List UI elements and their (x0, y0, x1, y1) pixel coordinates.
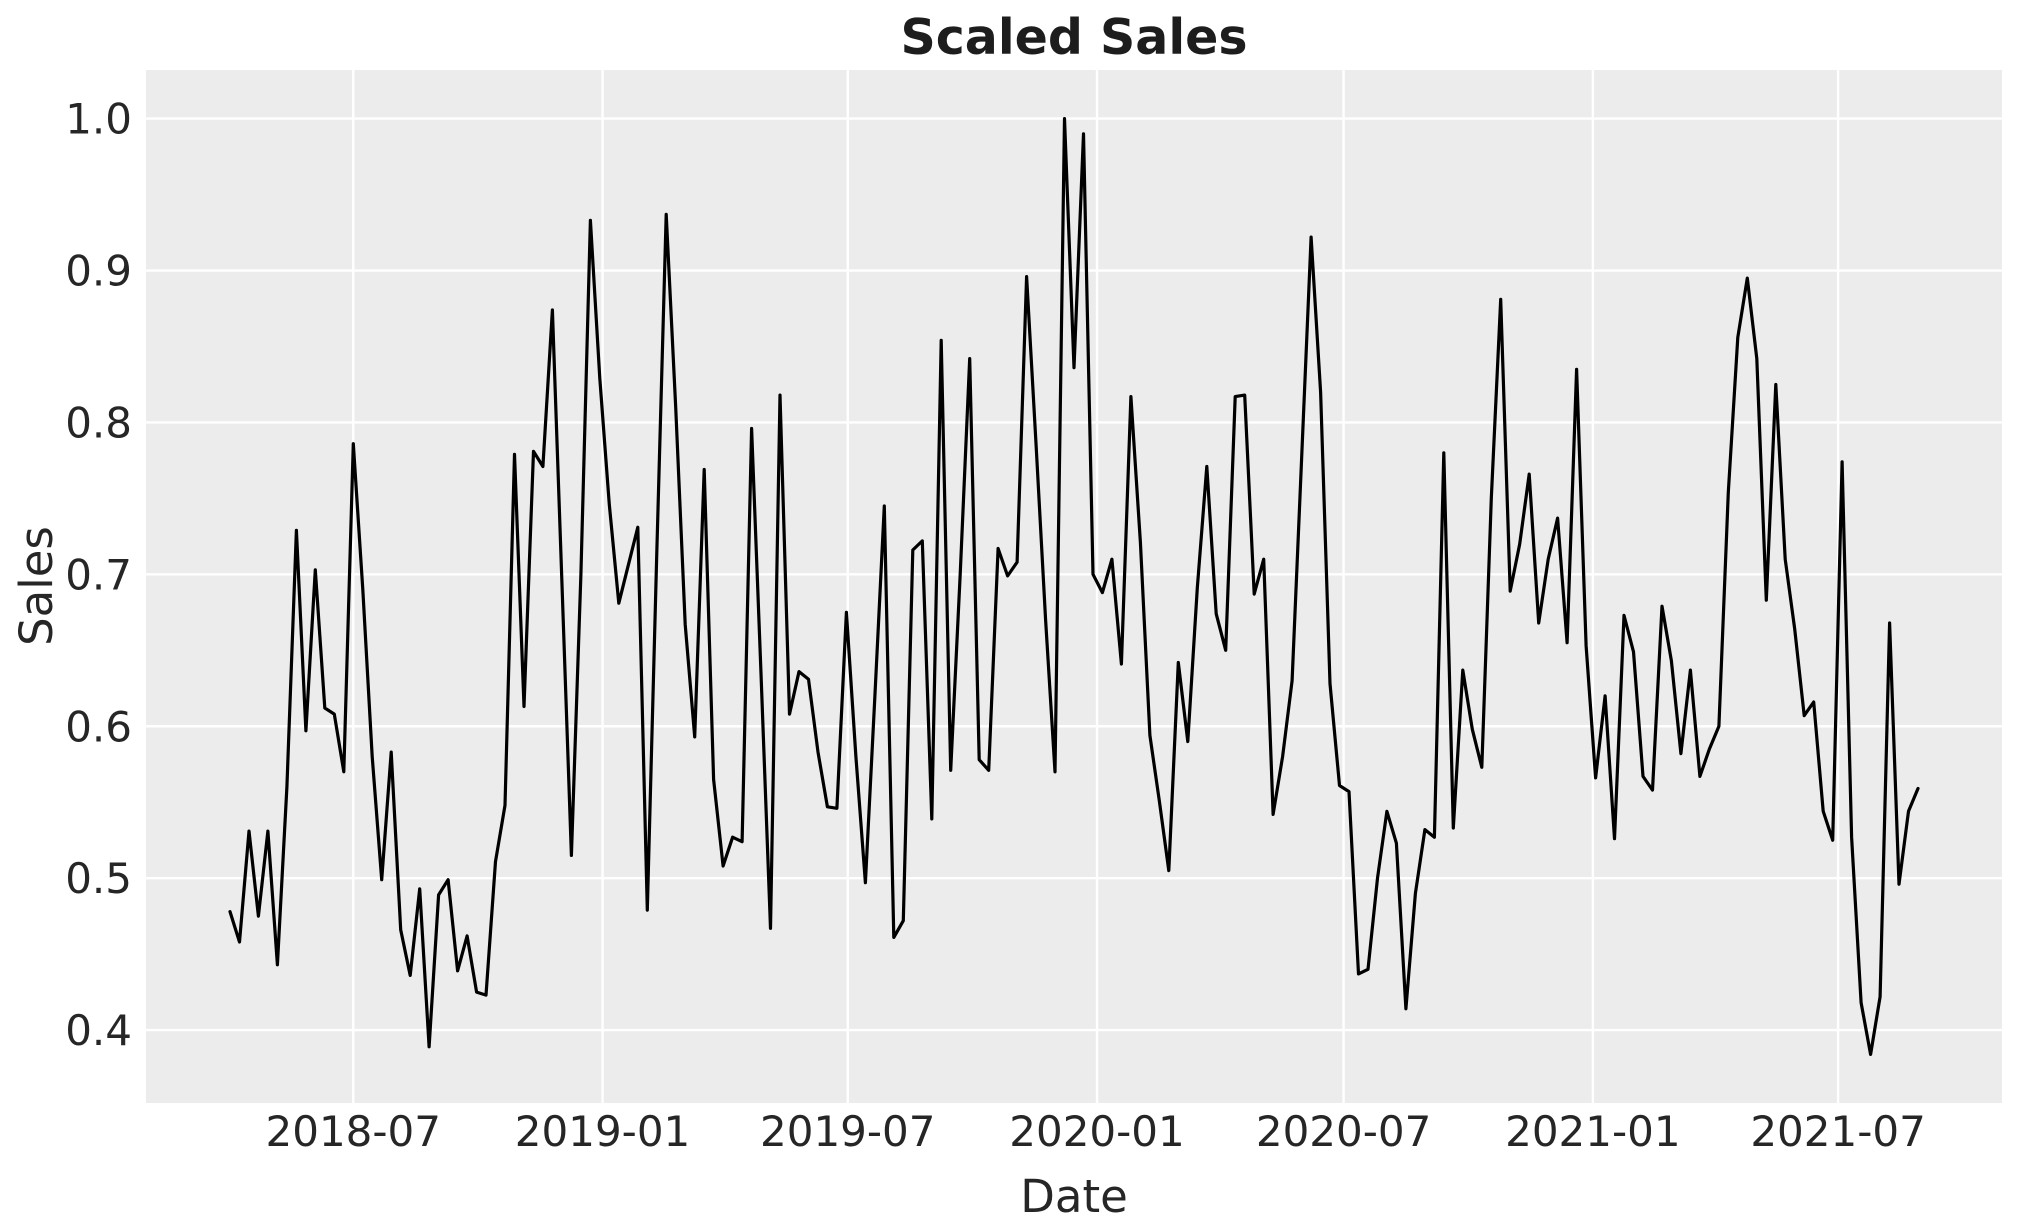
y-axis-label: Sales (10, 526, 63, 646)
y-tick-label: 0.7 (65, 550, 132, 599)
x-tick-label: 2020-01 (1009, 1107, 1185, 1156)
x-axis-tick-labels: 2018-07 2019-01 2019-07 2020-01 2020-07 2021-… (266, 1107, 1926, 1156)
x-axis-label: Date (1020, 1170, 1128, 1223)
chart-title: Scaled Sales (900, 9, 1247, 66)
sales-line (228, 116, 1920, 1057)
x-tick-label: 2019-01 (515, 1107, 691, 1156)
y-tick-label: 1.0 (65, 95, 132, 144)
y-tick-label: 0.4 (65, 1006, 132, 1055)
x-tick-label: 2021-01 (1505, 1107, 1681, 1156)
y-tick-label: 0.6 (65, 702, 132, 751)
x-tick-label: 2021-07 (1750, 1107, 1926, 1156)
y-axis-tick-labels: 0.4 0.5 0.6 0.7 0.8 0.9 1.0 (65, 95, 132, 1055)
y-tick-label: 0.8 (65, 398, 132, 447)
y-tick-label: 0.5 (65, 854, 132, 903)
x-tick-label: 2019-07 (760, 1107, 936, 1156)
x-tick-label: 2018-07 (266, 1107, 442, 1156)
x-tick-label: 2020-07 (1256, 1107, 1432, 1156)
plot-area (146, 70, 2002, 1103)
gridlines (146, 70, 2002, 1103)
y-tick-label: 0.9 (65, 247, 132, 296)
data-series (228, 116, 1920, 1057)
